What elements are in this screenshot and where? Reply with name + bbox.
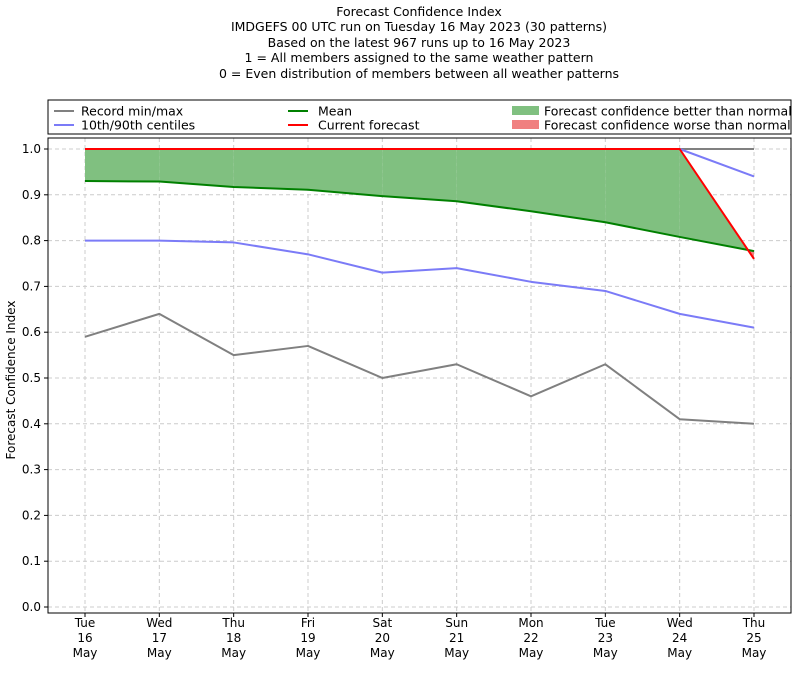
x-tick-label: May — [147, 646, 172, 660]
confidence-better-fill — [159, 149, 234, 188]
y-tick-label: 0.4 — [22, 417, 41, 431]
chart-subtitle-scale-min: 0 = Even distribution of members between… — [218, 65, 620, 81]
x-tick-label: Tue — [594, 616, 616, 630]
legend-worse-label: Forecast confidence worse than normal — [544, 118, 791, 133]
x-tick-label: 22 — [523, 631, 538, 645]
chart-subtitle-runs: Based on the latest 967 runs up to 16 Ma… — [267, 34, 571, 50]
legend-mean-label: Mean — [318, 104, 352, 119]
y-tick-label: 0.5 — [22, 371, 41, 385]
x-tick-label: Thu — [742, 616, 766, 630]
legend: Record min/max 10th/90th centiles Mean C… — [47, 99, 792, 135]
x-tick-label: Thu — [221, 616, 245, 630]
legend-centiles-label: 10th/90th centiles — [81, 118, 195, 133]
x-tick-label: Sat — [372, 616, 392, 630]
x-tick-label: May — [221, 646, 246, 660]
y-tick-label: 0.9 — [22, 188, 41, 202]
chart-title: Forecast Confidence Index — [336, 4, 502, 19]
legend-worse-swatch — [512, 120, 539, 129]
y-tick-label: 0.2 — [22, 508, 41, 522]
confidence-better-fill — [233, 149, 308, 190]
x-tick-label: 25 — [746, 631, 761, 645]
y-tick-label: 0.8 — [22, 234, 41, 248]
x-tick-label: May — [73, 646, 98, 660]
x-tick-label: 23 — [598, 631, 613, 645]
x-tick-label: May — [370, 646, 395, 660]
chart-titles: Forecast Confidence Index IMDGEFS 00 UTC… — [0, 4, 800, 81]
x-tick-label: May — [742, 646, 767, 660]
y-axis-label: Forecast Confidence Index — [4, 301, 18, 460]
x-tick-label: Tue — [74, 616, 96, 630]
legend-better-swatch — [512, 106, 539, 115]
x-axis: Tue16MayWed17MayThu18MayFri19MaySat20May… — [73, 613, 767, 660]
y-tick-label: 1.0 — [22, 142, 41, 156]
x-tick-label: 21 — [449, 631, 464, 645]
x-tick-label: 20 — [375, 631, 390, 645]
x-tick-label: Wed — [667, 616, 693, 630]
x-tick-label: Wed — [146, 616, 172, 630]
series-line-record-min — [84, 312, 755, 425]
x-tick-label: Fri — [301, 616, 315, 630]
series-line-mean — [84, 180, 755, 253]
legend-current-label: Current forecast — [318, 118, 420, 133]
y-axis: 0.0 0.1 0.2 0.3 0.4 0.5 0.6 0.7 0.8 0.9 1.0 — [22, 142, 48, 614]
x-tick-label: Mon — [518, 616, 543, 630]
legend-better-label: Forecast confidence better than normal — [544, 104, 792, 119]
grid-layer — [48, 138, 791, 613]
y-tick-label: 0.1 — [22, 554, 41, 568]
x-tick-label: 24 — [672, 631, 687, 645]
x-tick-label: May — [296, 646, 321, 660]
confidence-better-fill — [308, 149, 383, 197]
confidence-better-fill — [85, 149, 160, 182]
confidence-better-fill — [531, 149, 606, 223]
series-lines-layer — [84, 148, 755, 425]
series-line-10th-centile — [85, 239, 755, 329]
x-tick-label: 18 — [226, 631, 241, 645]
x-tick-label: 19 — [300, 631, 315, 645]
x-tick-label: May — [593, 646, 618, 660]
x-tick-label: Sun — [445, 616, 468, 630]
confidence-fill-layer — [85, 149, 754, 259]
legend-frame — [47, 99, 792, 135]
chart-subtitle-scale-max: 1 = All members assigned to the same wea… — [244, 50, 594, 66]
confidence-better-fill — [605, 149, 680, 237]
x-tick-label: May — [519, 646, 544, 660]
y-tick-label: 0.6 — [22, 325, 41, 339]
legend-record-label: Record min/max — [81, 104, 183, 119]
plot-frame — [47, 137, 792, 614]
chart-subtitle-run: IMDGEFS 00 UTC run on Tuesday 16 May 202… — [230, 19, 608, 35]
confidence-better-fill — [382, 149, 457, 202]
y-tick-label: 0.0 — [22, 600, 41, 614]
y-tick-label: 0.7 — [22, 279, 41, 293]
confidence-better-fill — [456, 149, 531, 212]
x-tick-label: May — [444, 646, 469, 660]
x-tick-label: May — [667, 646, 692, 660]
x-tick-label: 17 — [152, 631, 167, 645]
series-line-current-forecast — [85, 148, 755, 260]
y-tick-label: 0.3 — [22, 463, 41, 477]
x-tick-label: 16 — [77, 631, 92, 645]
